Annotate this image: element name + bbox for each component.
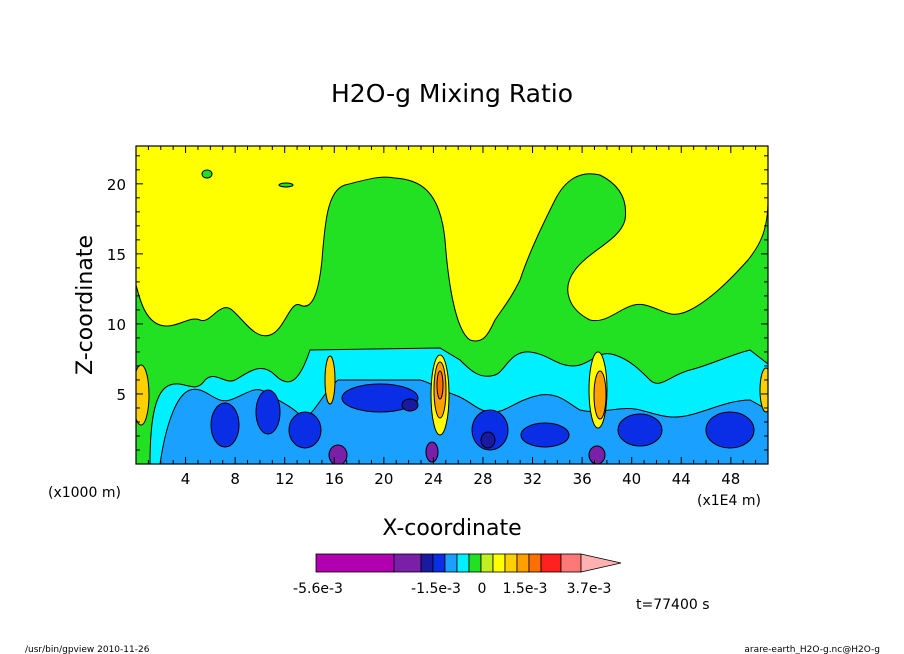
x-tick-label: 32 [523,470,542,488]
colorbar-swatch [516,553,530,573]
colorbar-swatch [393,553,422,573]
colorbar-label-2: 0 [478,581,487,597]
x-tick-label: 8 [230,470,240,488]
colorbar-overflow-arrow [580,553,622,573]
y-axis-label: Z-coordinate [73,235,98,375]
plot-frame [135,145,769,465]
colorbar-label-4: 3.7e-3 [567,581,612,597]
x-tick-label: 4 [181,470,191,488]
colorbar-swatch [420,553,434,573]
y-tick-label: 20 [107,176,126,194]
contour-blue-8 [705,411,755,449]
x-tick-label: 16 [325,470,344,488]
colorbar-swatch [456,553,470,573]
contour-yellow-edge-right [759,367,768,413]
colorbar-swatch [315,553,395,573]
contour-orange-tower-2 [593,370,607,420]
colorbar-swatch [468,553,482,573]
y-tick-label: 15 [107,246,126,264]
contour-purple-2 [588,445,606,464]
colorbar-swatch [480,553,494,573]
x-scale-note: (x1E4 m) [697,493,761,509]
x-tick-label: 36 [573,470,592,488]
colorbar-swatch [540,553,562,573]
x-tick-label: 28 [473,470,492,488]
colorbar-label-1: -1.5e-3 [411,581,461,597]
contour-navy-1 [480,431,496,449]
y-tick-label: 10 [107,316,126,334]
x-tick-label: 48 [721,470,740,488]
colorbar-label-3: 1.5e-3 [503,581,548,597]
contour-blue-1 [210,402,240,448]
contour-red-tower-1 [436,370,444,400]
colorbar-swatch [492,553,506,573]
footer-right: arare-earth_H2O-g.nc@H2O-g [744,645,880,654]
x-tick-label: 24 [424,470,443,488]
contour-small-green-1 [201,169,213,179]
time-label: t=77400 s [636,597,710,613]
contour-blue-6 [520,422,570,448]
contour-small-green-2 [278,182,294,188]
x-tick-label: 44 [672,470,691,488]
x-tick-label: 20 [374,470,393,488]
colorbar-swatch [432,553,446,573]
colorbar-swatch [560,553,582,573]
contour-purple-1 [328,444,348,464]
x-tick-label: 12 [275,470,294,488]
contour-blue-3 [288,411,322,449]
contour-blue-7 [617,413,663,447]
contour-navy-2 [401,398,419,412]
colorbar-label-0: -5.6e-3 [293,581,343,597]
x-tick-label: 40 [622,470,641,488]
colorbar [315,553,622,573]
colorbar-swatch [528,553,542,573]
x-axis-label: X-coordinate [382,516,521,541]
contour-purple-3 [425,441,439,463]
footer-left: /usr/bin/gpview 2010-11-26 [25,645,150,654]
x-unit-label: (x1000 m) [48,485,121,501]
colorbar-swatch [444,553,458,573]
y-tick-label: 5 [116,386,126,404]
contour-blue-2 [255,389,281,435]
contour-yellow-tower-3 [324,355,336,405]
y-axis: 5 10 15 20 [107,155,768,451]
plot-area [136,146,768,464]
contour-blue-4 [341,383,419,413]
chart-title: H2O-g Mixing Ratio [331,79,573,108]
x-axis: 4 8 12 16 20 24 28 32 36 40 44 48 [147,146,757,488]
colorbar-swatch [504,553,518,573]
